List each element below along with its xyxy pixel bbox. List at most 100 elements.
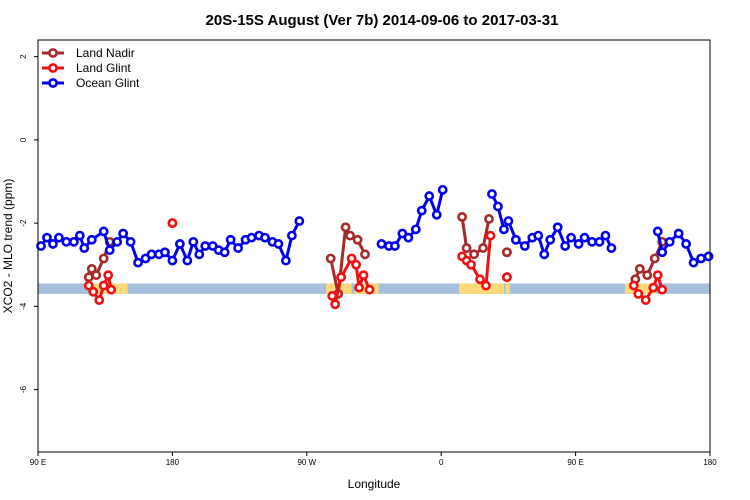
- data-point: [112, 236, 123, 247]
- data-point: [410, 224, 421, 235]
- y-axis: 2 0 -2 -4 -6: [19, 54, 38, 393]
- land-highlight-6: [624, 283, 657, 294]
- data-point: [345, 230, 356, 241]
- data-point: [478, 243, 488, 253]
- data-point: [499, 224, 509, 235]
- data-point: [188, 236, 199, 247]
- data-point: [664, 236, 675, 247]
- data-point: [573, 239, 584, 249]
- data-point: [560, 241, 571, 251]
- data-point: [98, 280, 109, 291]
- data-point: [68, 236, 79, 247]
- y-tick-label: -2: [19, 219, 28, 227]
- data-point: [519, 241, 530, 251]
- x-axis-title: Longitude: [348, 477, 401, 491]
- data-point: [502, 272, 512, 283]
- data-point: [260, 232, 270, 243]
- legend-swatch-marker: [48, 48, 58, 58]
- legend-item: Land Nadir: [42, 46, 135, 60]
- data-point: [352, 234, 363, 245]
- data-point: [481, 280, 491, 291]
- data-point: [485, 230, 496, 241]
- data-point: [688, 257, 699, 268]
- chart-title: 20S-15S August (Ver 7b) 2014-09-06 to 20…: [206, 12, 559, 29]
- data-point: [487, 189, 497, 199]
- data-point: [280, 255, 291, 266]
- land-highlight-3: [459, 283, 475, 294]
- data-point: [493, 201, 503, 212]
- data-point: [539, 249, 550, 260]
- data-point: [533, 230, 544, 241]
- data-point: [510, 234, 521, 245]
- data-point: [648, 282, 659, 293]
- data-point: [167, 255, 178, 266]
- data-point: [657, 284, 668, 295]
- data-point: [86, 234, 97, 245]
- data-point: [325, 253, 336, 264]
- data-point: [106, 284, 117, 295]
- data-point: [83, 272, 94, 283]
- data-point: [98, 253, 109, 264]
- data-point: [91, 270, 102, 281]
- y-tick-label: 2: [19, 54, 28, 59]
- data-point: [403, 232, 414, 243]
- data-point: [503, 216, 514, 226]
- data-point: [219, 247, 230, 258]
- data-point: [133, 257, 143, 268]
- data-point: [286, 230, 297, 241]
- legend-label: Ocean Glint: [76, 76, 140, 90]
- data-point: [125, 236, 136, 247]
- series-land-nadir: [83, 211, 668, 299]
- data-point: [48, 239, 58, 249]
- data-point: [174, 239, 185, 249]
- data-point: [36, 241, 46, 251]
- data-point: [628, 280, 639, 291]
- data-point: [600, 230, 611, 241]
- series-land-glint: [83, 218, 668, 310]
- data-point: [457, 211, 468, 222]
- data-point: [475, 274, 485, 285]
- data-point: [416, 205, 427, 216]
- data-point: [360, 249, 370, 260]
- data-point: [42, 232, 52, 243]
- y-tick-label: -6: [19, 385, 28, 393]
- data-point: [61, 236, 72, 247]
- data-point: [336, 272, 347, 283]
- x-tick-label: 90 E: [567, 458, 583, 467]
- y-tick-label: 0: [19, 137, 28, 142]
- data-point: [346, 253, 357, 264]
- data-point: [273, 239, 284, 249]
- data-point: [696, 253, 706, 264]
- data-point: [364, 284, 375, 295]
- legend-label: Land Nadir: [76, 46, 135, 60]
- data-point: [703, 251, 714, 262]
- data-point: [424, 191, 435, 201]
- legend-swatch-marker: [48, 78, 58, 88]
- y-tick-label: -4: [19, 302, 28, 310]
- x-tick-label: 180: [166, 458, 180, 467]
- data-point: [657, 247, 668, 258]
- data-point: [461, 243, 472, 253]
- data-point: [294, 216, 305, 226]
- data-point: [358, 270, 369, 281]
- data-point: [79, 243, 90, 253]
- data-point: [160, 247, 170, 258]
- data-point: [390, 241, 400, 251]
- data-point: [98, 226, 109, 237]
- data-point: [552, 222, 563, 233]
- data-point: [437, 184, 448, 195]
- data-point: [86, 263, 97, 274]
- data-point: [233, 243, 244, 253]
- data-point: [633, 288, 644, 299]
- data-point: [182, 255, 193, 266]
- data-point: [502, 247, 512, 258]
- x-axis: 90 E 180 90 W 0 90 E 180: [30, 452, 717, 467]
- data-point: [330, 299, 341, 310]
- land-highlight-5: [505, 283, 510, 294]
- legend-item: Land Glint: [42, 61, 131, 75]
- data-point: [466, 259, 476, 270]
- data-point: [566, 232, 577, 243]
